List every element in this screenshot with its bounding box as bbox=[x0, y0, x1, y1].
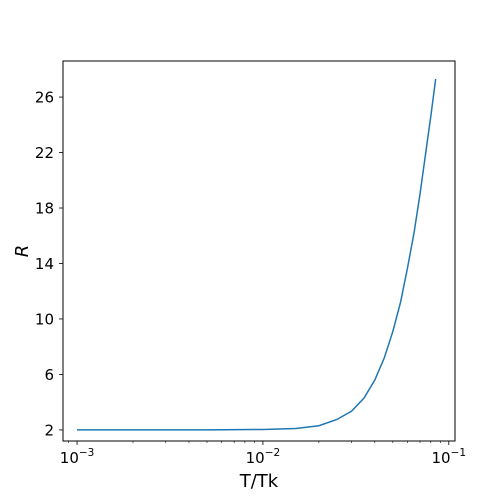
y-axis-label: R bbox=[12, 245, 33, 258]
y-tick-label: 22 bbox=[35, 144, 54, 162]
x-tick-label: 10−1 bbox=[431, 447, 466, 467]
y-tick-label: 18 bbox=[35, 200, 54, 218]
y-tick-label: 2 bbox=[44, 421, 54, 439]
plot-area bbox=[77, 78, 437, 431]
x-tick-label: 10−2 bbox=[246, 447, 281, 467]
axes-frame bbox=[62, 60, 456, 442]
y-tick-label: 14 bbox=[35, 255, 54, 273]
y-tick-label: 26 bbox=[35, 89, 54, 107]
x-tick-label: 10−3 bbox=[60, 447, 95, 467]
y-tick-label: 10 bbox=[35, 310, 54, 328]
x-axis: 10−3 10−2 10−1 bbox=[60, 441, 466, 467]
series-line-0 bbox=[77, 78, 437, 431]
y-tick-label: 6 bbox=[44, 366, 54, 384]
x-axis-label: T/Tk bbox=[239, 471, 279, 492]
